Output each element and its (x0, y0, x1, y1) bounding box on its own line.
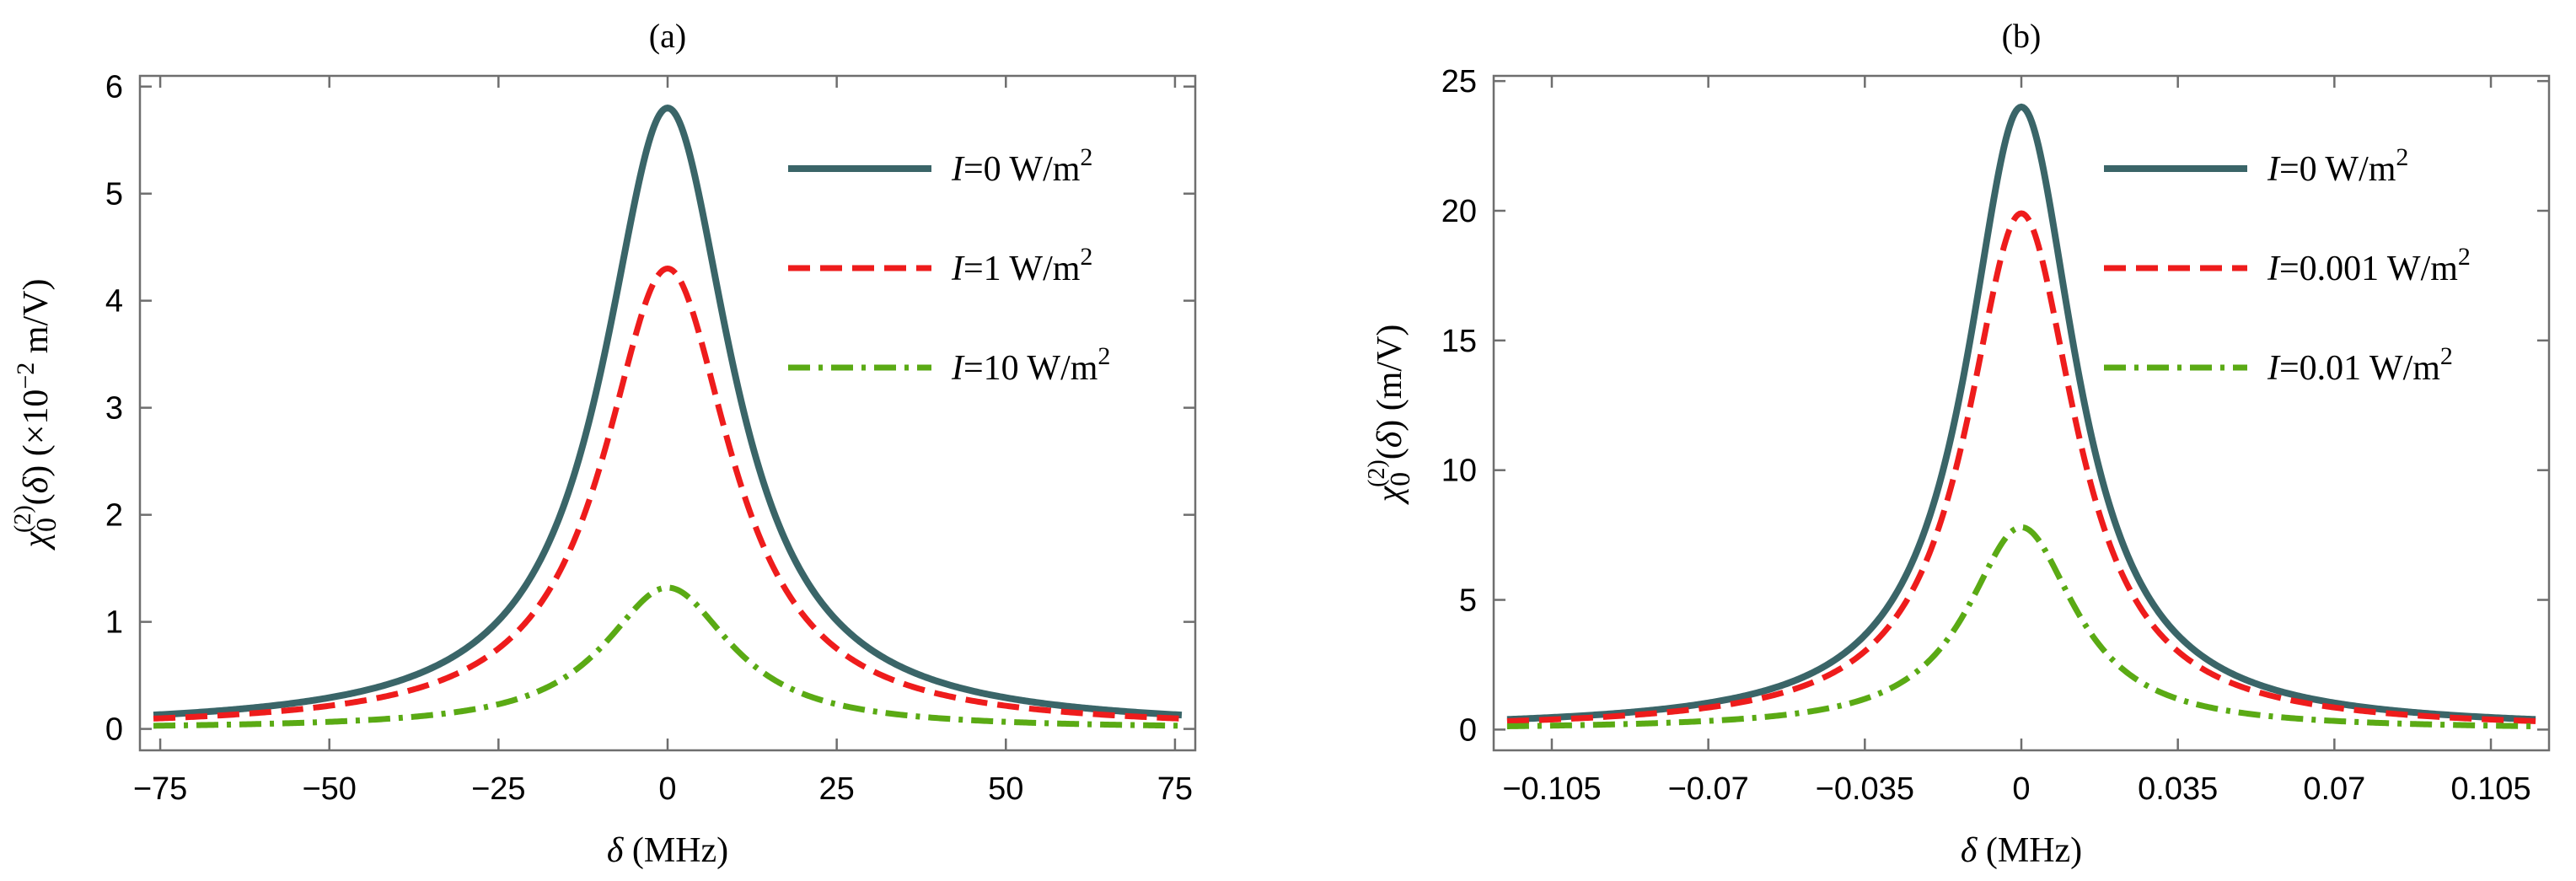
x-tick-label: 0.105 (2450, 771, 2530, 807)
series-line-1 (1506, 103, 2536, 723)
series-line-3 (153, 584, 1182, 729)
series-line-3 (1506, 524, 2536, 729)
y-tick-label: 0 (105, 712, 123, 748)
y-tick-label: 5 (105, 177, 123, 212)
legend-label-1: I=0 W/m2 (951, 143, 1092, 189)
series-line-2 (1506, 210, 2536, 724)
y-tick-label: 5 (1459, 583, 1477, 619)
y-axis-label: χ0(2)(δ) (×10−2 m/V) (10, 279, 62, 551)
x-tick-label: 0 (658, 771, 676, 807)
legend-label-2: I=1 W/m2 (951, 243, 1092, 288)
legend-label-1: I=0 W/m2 (2267, 143, 2408, 189)
x-tick-label: −0.035 (1816, 771, 1914, 807)
panel-title: (b) (2002, 17, 2042, 55)
x-tick-label: 50 (988, 771, 1023, 807)
y-tick-label: 20 (1441, 194, 1477, 229)
x-axis-label: δ (MHz) (1961, 831, 2082, 870)
y-tick-label: 1 (105, 605, 123, 641)
series-line-2 (153, 266, 1183, 722)
legend-label-3: I=0.01 W/m2 (2267, 342, 2453, 388)
x-tick-label: 25 (819, 771, 855, 807)
panel-title: (a) (649, 17, 686, 55)
x-tick-label: −0.105 (1502, 771, 1601, 807)
x-tick-label: −50 (302, 771, 356, 807)
x-tick-label: 0 (2012, 771, 2030, 807)
x-tick-label: −0.07 (1668, 771, 1749, 807)
y-tick-label: 6 (105, 70, 123, 105)
chart-panel-b: (b) −0.105 −0.07 −0.035 0 0.035 0.07 0.105 0 5 10 1… (1364, 17, 2551, 870)
chart-panel-a: (a) −75 −50 −25 0 25 50 75 0 1 2 3 4 5 6 δ (MHz) χ0(2)(δ… (10, 17, 1197, 870)
x-tick-label: −75 (133, 771, 187, 807)
x-tick-label: −25 (471, 771, 525, 807)
y-tick-label: 25 (1441, 64, 1477, 99)
x-tick-label: 0.07 (2303, 771, 2365, 807)
y-tick-label: 15 (1441, 324, 1477, 359)
x-tick-label: 0.035 (2138, 771, 2218, 807)
x-tick-label: 75 (1157, 771, 1193, 807)
y-tick-label: 0 (1459, 712, 1477, 748)
legend-label-3: I=10 W/m2 (951, 342, 1110, 388)
y-axis-label: χ0(2)(δ) (m/V) (1364, 325, 1416, 506)
y-tick-label: 4 (105, 284, 123, 320)
series-line-1 (153, 105, 1183, 719)
x-axis-label: δ (MHz) (607, 831, 728, 870)
y-tick-label: 2 (105, 498, 123, 534)
y-tick-label: 3 (105, 391, 123, 427)
y-tick-label: 10 (1441, 454, 1477, 489)
legend-label-2: I=0.001 W/m2 (2267, 243, 2471, 288)
